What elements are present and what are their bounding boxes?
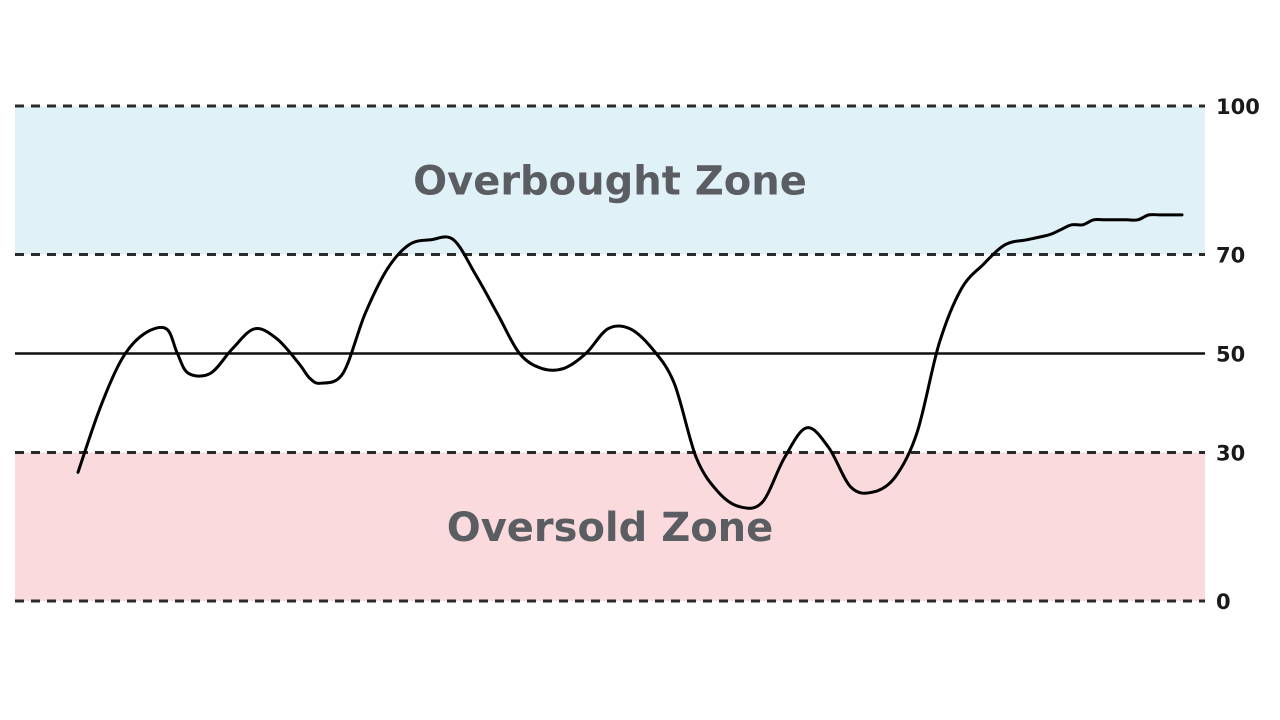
y-axis-ticks: 100 70 50 30 0 xyxy=(1216,95,1260,614)
oversold-zone xyxy=(15,452,1205,601)
y-tick-label-30: 30 xyxy=(1216,442,1245,466)
rsi-series-line xyxy=(76,213,1184,510)
y-tick-label-100: 100 xyxy=(1216,95,1260,119)
zones-layer: Overbought Zone Oversold Zone xyxy=(15,106,1205,601)
oversold-zone-label: Oversold Zone xyxy=(447,505,774,551)
series-layer xyxy=(76,213,1184,510)
y-tick-label-50: 50 xyxy=(1216,343,1245,367)
reference-lines-layer xyxy=(15,104,1205,603)
y-tick-label-70: 70 xyxy=(1216,244,1245,268)
y-tick-label-0: 0 xyxy=(1216,590,1231,614)
overbought-zone xyxy=(15,106,1205,255)
overbought-zone-label: Overbought Zone xyxy=(413,158,807,204)
